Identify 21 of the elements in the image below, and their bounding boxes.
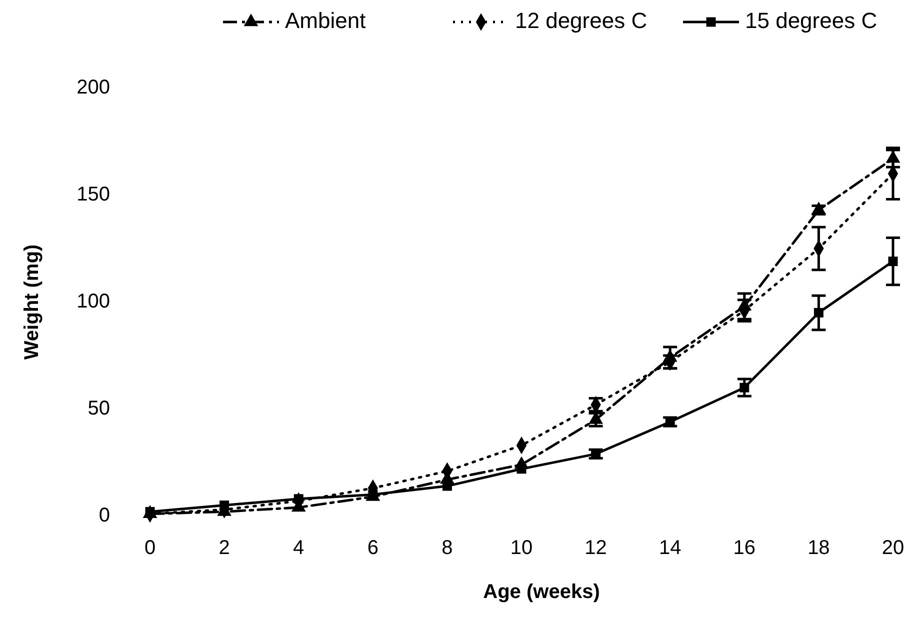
- y-axis-title: Weight (mg): [21, 244, 43, 360]
- x-tick-label: 2: [218, 537, 230, 559]
- x-tick-label: 12: [584, 537, 607, 559]
- legend-label: 12 degrees C: [515, 8, 648, 33]
- y-tick-label: 0: [98, 504, 110, 526]
- x-tick-label: 16: [733, 537, 756, 559]
- x-tick-label: 14: [658, 537, 682, 559]
- y-tick-label: 150: [76, 183, 110, 206]
- x-tick-label: 6: [367, 537, 378, 559]
- x-tick-label: 0: [144, 537, 156, 559]
- legend-label: Ambient: [285, 8, 366, 33]
- x-tick-label: 4: [293, 537, 304, 559]
- x-tick-label: 10: [510, 537, 533, 559]
- legend-label: 15 degrees C: [745, 8, 878, 33]
- x-tick-label: 8: [442, 537, 453, 559]
- x-tick-label: 18: [808, 537, 830, 559]
- y-tick-label: 200: [76, 76, 110, 98]
- y-tick-label: 100: [76, 290, 110, 312]
- x-axis-title: Age (weeks): [483, 581, 600, 603]
- y-tick-label: 50: [88, 397, 110, 420]
- x-tick-label: 20: [882, 537, 904, 559]
